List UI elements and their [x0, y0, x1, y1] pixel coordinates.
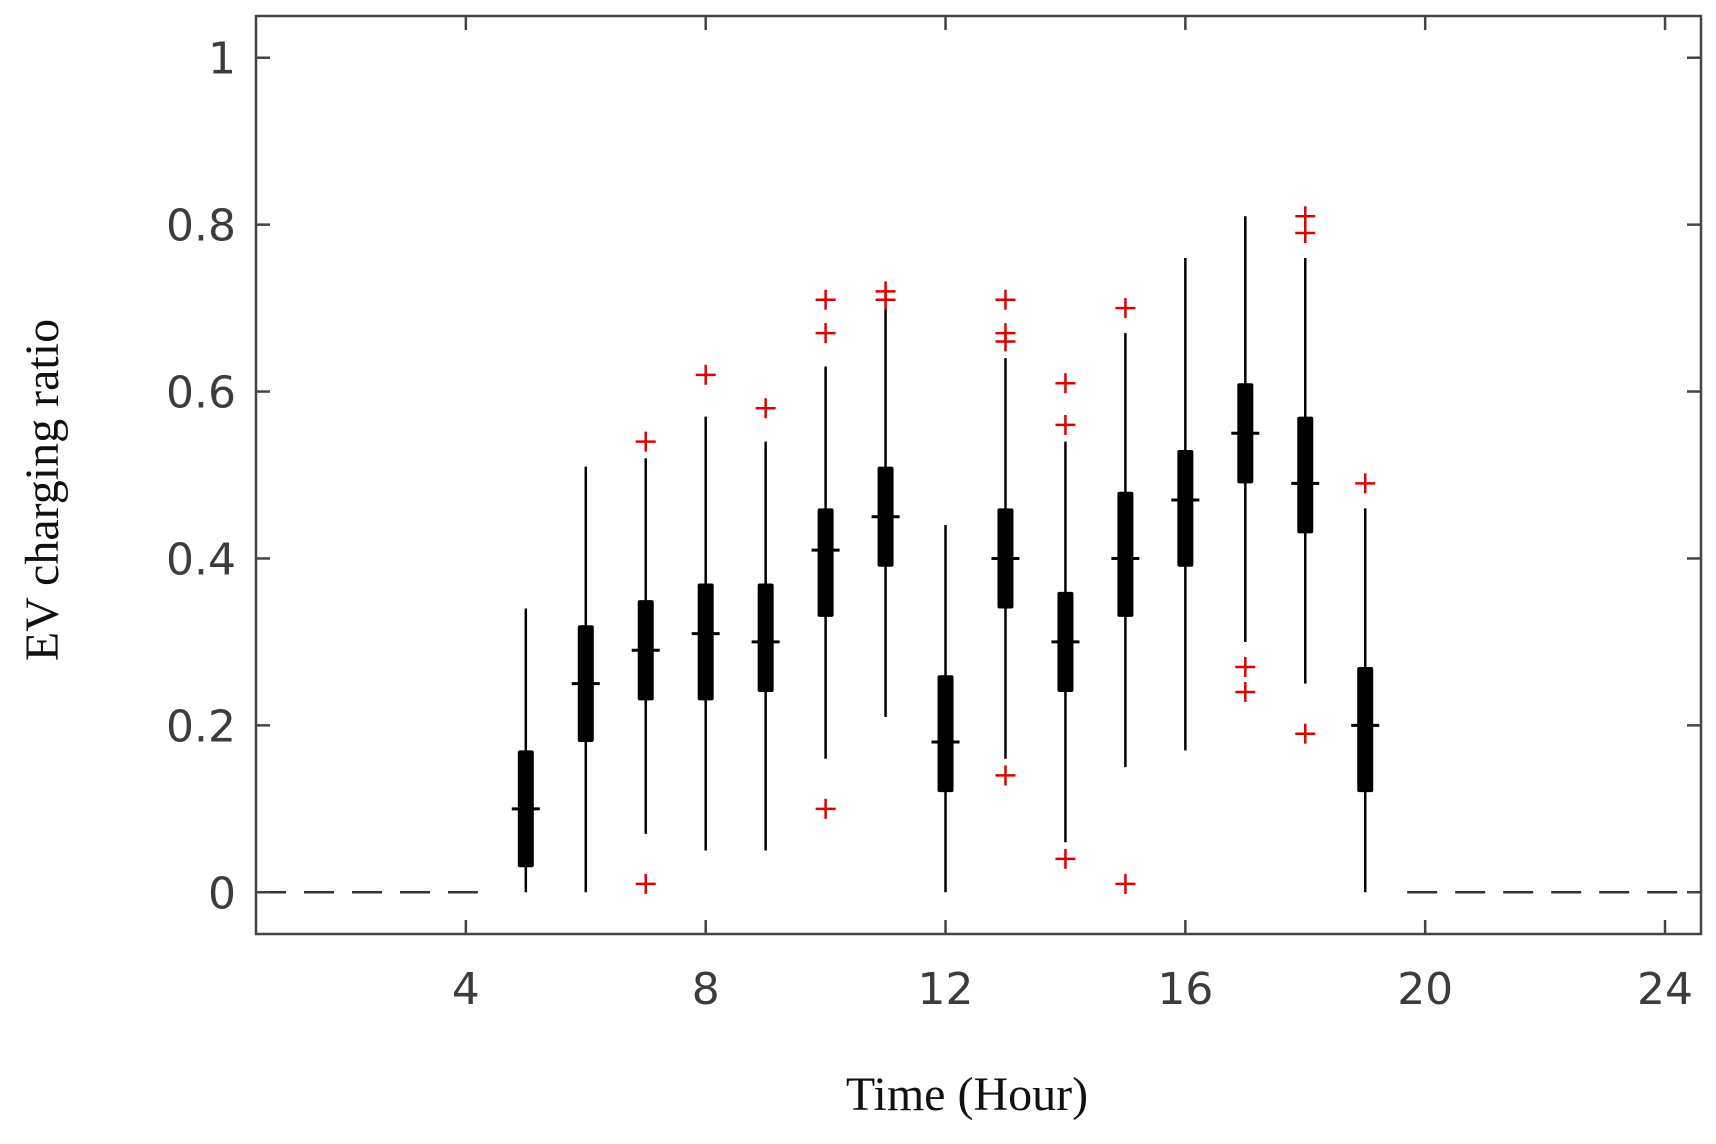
- outlier-hour-10-0: [815, 798, 836, 819]
- outlier-hour-17-1: [1235, 656, 1256, 677]
- iqr-box-hour-18: [1297, 416, 1314, 534]
- x-tick-label-24: 24: [1637, 964, 1693, 1015]
- box-hour-11: [871, 281, 900, 718]
- outlier-hour-18-0: [1295, 723, 1316, 744]
- x-tick-label-12: 12: [918, 964, 974, 1015]
- box-hour-12: [931, 525, 960, 893]
- outlier-hour-18-2: [1295, 206, 1316, 227]
- box-hour-8: [691, 364, 720, 851]
- x-tick-label-4: 4: [452, 964, 480, 1015]
- x-tick-label-8: 8: [692, 964, 720, 1015]
- y-axis-title: EV charging ratio: [16, 319, 69, 661]
- box-hour-6: [571, 466, 600, 893]
- outlier-hour-7-1: [635, 431, 656, 452]
- chart-axes: 4 8 12 16 20 24 0 0.2 0.4 0.6 0.8 1: [166, 14, 1703, 1015]
- outlier-hour-19-0: [1355, 473, 1376, 494]
- iqr-box-hour-8: [697, 583, 714, 701]
- x-axis-title: Time (Hour): [846, 1068, 1088, 1121]
- box-hour-19: [1351, 473, 1380, 893]
- box-hour-13: [991, 289, 1020, 786]
- y-tick-label-0: 0: [208, 868, 236, 919]
- outlier-hour-13-2: [995, 323, 1016, 344]
- box-hour-7: [631, 431, 660, 894]
- iqr-box-hour-12: [937, 675, 954, 793]
- box-hour-15: [1111, 298, 1140, 894]
- iqr-box-hour-9: [757, 583, 774, 692]
- box-hour-14: [1051, 373, 1080, 869]
- iqr-box-hour-19: [1357, 666, 1374, 793]
- outlier-hour-8-0: [695, 364, 716, 385]
- chart-marks: [256, 206, 1701, 894]
- plot-frame: [254, 14, 1703, 936]
- outlier-hour-14-0: [1055, 848, 1076, 869]
- box-hour-9: [751, 398, 780, 851]
- y-tick-label-2: 0.4: [166, 534, 236, 585]
- y-tick-label-1: 0.2: [166, 701, 236, 752]
- outlier-hour-7-0: [635, 873, 656, 894]
- outlier-hour-9-0: [755, 398, 776, 419]
- box-hour-16: [1171, 258, 1200, 751]
- outlier-hour-13-0: [995, 765, 1016, 786]
- outlier-hour-15-0: [1115, 873, 1136, 894]
- outlier-hour-17-0: [1235, 681, 1256, 702]
- outlier-hour-10-2: [815, 289, 836, 310]
- x-tick-label-16: 16: [1157, 964, 1213, 1015]
- box-hour-10: [811, 289, 840, 819]
- iqr-box-hour-10: [817, 508, 834, 617]
- outlier-hour-14-1: [1055, 414, 1076, 435]
- x-tick-label-20: 20: [1397, 964, 1453, 1015]
- outlier-hour-18-1: [1295, 222, 1316, 243]
- box-hour-5: [511, 608, 540, 893]
- y-tick-label-5: 1: [208, 34, 236, 85]
- y-tick-label-3: 0.6: [166, 368, 236, 419]
- outlier-hour-13-3: [995, 289, 1016, 310]
- iqr-box-hour-16: [1177, 449, 1194, 567]
- outlier-hour-14-2: [1055, 373, 1076, 394]
- box-hour-17: [1231, 216, 1260, 702]
- outlier-hour-11-1: [875, 281, 896, 302]
- outlier-hour-15-1: [1115, 298, 1136, 319]
- y-tick-label-4: 0.8: [166, 201, 236, 252]
- outlier-hour-10-1: [815, 323, 836, 344]
- box-hour-18: [1291, 206, 1320, 744]
- iqr-box-hour-15: [1117, 491, 1134, 617]
